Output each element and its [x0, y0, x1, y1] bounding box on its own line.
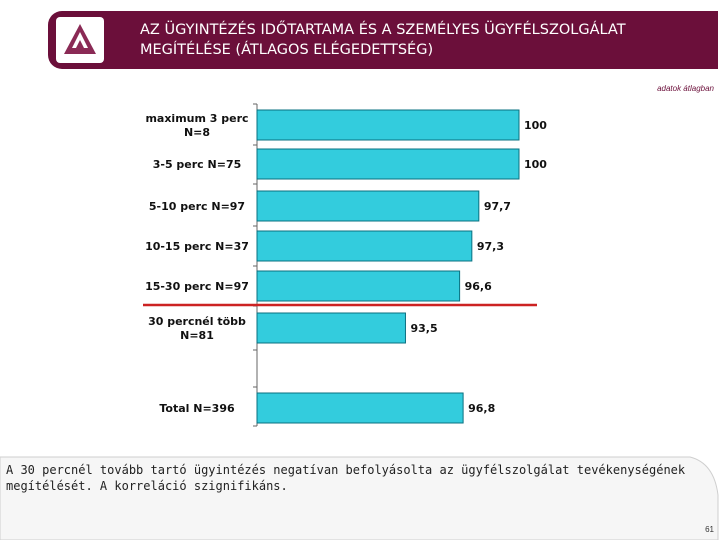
category-label: N=8 [184, 126, 210, 139]
bar-value-label: 96,8 [468, 402, 495, 415]
category-label: 15-30 perc N=97 [145, 280, 249, 293]
triangle-logo-icon [64, 24, 96, 54]
bar [256, 392, 464, 424]
data-note: adatok átlagban [657, 84, 714, 93]
page-number: 61 [705, 525, 714, 534]
category-label: Total N=396 [159, 402, 235, 415]
bar-value-label: 97,3 [477, 240, 504, 253]
bar [256, 270, 461, 302]
bar [256, 230, 473, 262]
category-label: 30 percnél több [148, 315, 246, 328]
bar [256, 312, 406, 344]
bar-value-label: 100 [524, 158, 547, 171]
bar-value-label: 100 [524, 119, 547, 132]
bar-value-label: 93,5 [410, 322, 437, 335]
bar [256, 148, 520, 180]
category-label: 5-10 perc N=97 [149, 200, 245, 213]
category-label: maximum 3 perc [145, 112, 248, 125]
footer-note: A 30 percnél tovább tartó ügyintézés neg… [6, 463, 686, 493]
footer-panel [0, 456, 719, 540]
title-banner: AZ ÜGYINTÉZÉS IDŐTARTAMA ÉS A SZEMÉLYES … [48, 11, 718, 69]
bar [256, 109, 520, 141]
bar [256, 190, 480, 222]
logo [56, 17, 104, 63]
page-title: AZ ÜGYINTÉZÉS IDŐTARTAMA ÉS A SZEMÉLYES … [140, 20, 626, 60]
bar-value-label: 97,7 [484, 200, 511, 213]
category-label: 3-5 perc N=75 [153, 158, 242, 171]
title-line-1: AZ ÜGYINTÉZÉS IDŐTARTAMA ÉS A SZEMÉLYES … [140, 22, 626, 38]
category-label: N=81 [180, 329, 214, 342]
title-line-2: MEGÍTÉLÉSE (ÁTLAGOS ELÉGEDETTSÉG) [140, 42, 434, 58]
bar-value-label: 96,6 [465, 280, 492, 293]
category-label: 10-15 perc N=37 [145, 240, 249, 253]
